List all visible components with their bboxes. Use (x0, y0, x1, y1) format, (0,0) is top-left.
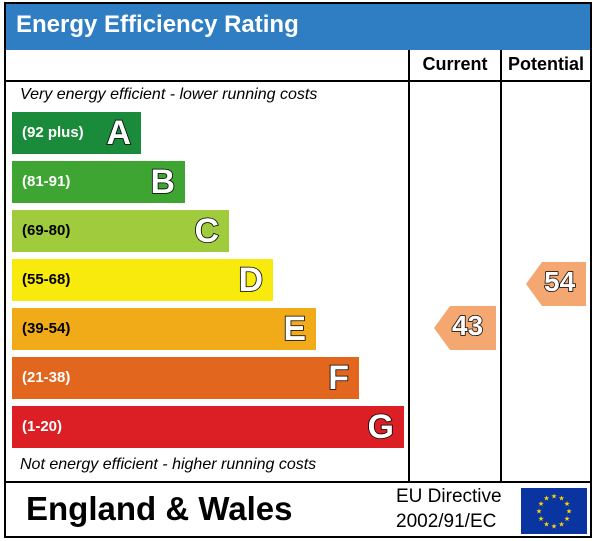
band-range-label: (21-38) (22, 369, 71, 386)
potential-column-header: Potential (507, 54, 584, 74)
arrow-shape (434, 306, 496, 350)
band-letter: E (283, 309, 307, 349)
band-range-label: (55-68) (22, 271, 71, 288)
potential-rating-value: 54 (543, 265, 576, 298)
top-note: Very energy efficient - lower running co… (20, 86, 318, 103)
band-letter: B (150, 162, 176, 202)
eu-star-icon: ★ (543, 495, 549, 503)
title-bar: Energy Efficiency Rating (6, 4, 590, 50)
band-letter: C (194, 211, 220, 251)
eu-star-icon: ★ (551, 523, 557, 531)
energy-rating-chart: Energy Efficiency Rating Current Potenti… (4, 2, 592, 538)
footer-divider (6, 481, 590, 483)
arrow-shape (526, 262, 586, 306)
eu-star-icon: ★ (558, 495, 564, 503)
band-letter: A (106, 113, 132, 153)
band-e: (39-54) E (12, 308, 316, 350)
region-label: England & Wales (26, 490, 293, 527)
eu-star-icon: ★ (538, 500, 544, 508)
current-column-header: Current (422, 54, 488, 74)
eu-flag-icon: ★★★★★★★★★ ★ ★★ (521, 488, 587, 534)
band-f: (21-38) F (12, 357, 359, 399)
eu-star-icon: ★ (551, 493, 557, 501)
eu-star-icon: ★ (558, 520, 564, 528)
arrow-polygon (434, 306, 496, 350)
band-letter: G (367, 407, 395, 447)
directive-text: EU Directive 2002/91/EC (396, 484, 502, 534)
band-range-label: (81-91) (22, 173, 71, 190)
header-divider (6, 80, 590, 82)
band-c: (69-80) C (12, 210, 229, 252)
eu-star-icon: ★ (564, 500, 570, 508)
band-range-label: (92 plus) (22, 124, 84, 141)
bottom-note: Not energy efficient - higher running co… (20, 456, 317, 473)
current-rating-arrow: 43 (434, 306, 496, 350)
directive-line-1: EU Directive (396, 486, 502, 507)
band-range-label: (1-20) (22, 418, 63, 435)
band-g: (1-20) G (12, 406, 404, 448)
directive-line-2: 2002/91/EC (396, 511, 497, 532)
band-a: (92 plus) A (12, 112, 141, 154)
eu-star-icon: ★ (566, 508, 572, 516)
eu-star-icon: ★ (543, 520, 549, 528)
band-d: (55-68) D (12, 259, 273, 301)
band-range-label: (69-80) (22, 222, 71, 239)
eu-star-icon: ★ (536, 508, 542, 516)
current-column-divider (408, 50, 410, 481)
potential-rating-arrow: 54 (526, 262, 586, 306)
chart-title: Energy Efficiency Rating (16, 11, 299, 38)
band-letter: F (327, 358, 349, 398)
band-b: (81-91) B (12, 161, 185, 203)
eu-star-icon: ★ (564, 515, 570, 523)
band-letter: D (238, 260, 264, 300)
eu-star-icon: ★ (538, 515, 544, 523)
arrow-polygon (526, 262, 586, 306)
band-range-label: (39-54) (22, 320, 71, 337)
potential-column-divider (500, 50, 502, 481)
current-rating-value: 43 (451, 309, 484, 342)
